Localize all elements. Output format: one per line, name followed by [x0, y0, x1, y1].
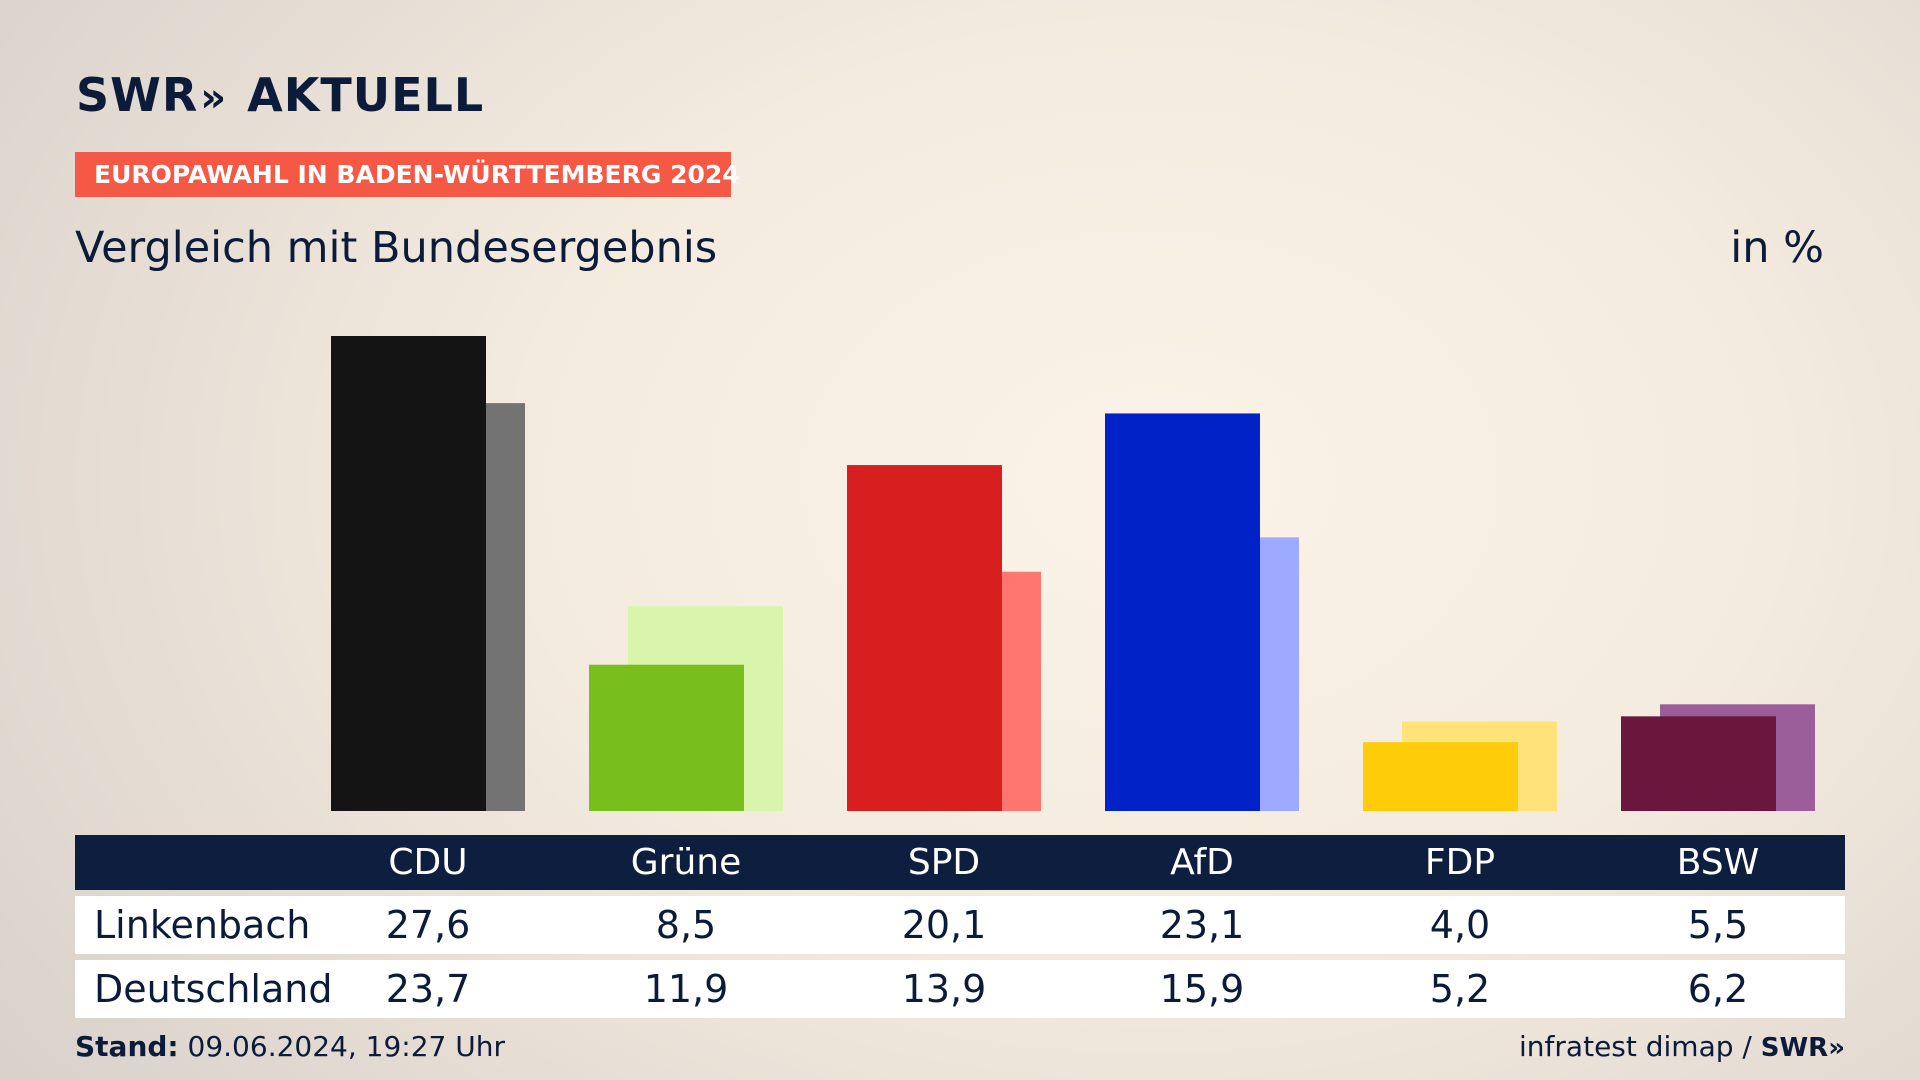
stand-label: Stand: [75, 1030, 179, 1063]
column-header-spd: SPD [907, 842, 981, 883]
bar-linkenbach-afd [1105, 413, 1260, 811]
stand-value: 09.06.2024, 19:27 Uhr [187, 1030, 505, 1063]
timestamp: Stand: 09.06.2024, 19:27 Uhr [75, 1030, 505, 1063]
election-badge: EUROPAWAHL IN BADEN-WÜRTTEMBERG 2024 [75, 152, 740, 197]
bar-linkenbach-spd [847, 465, 1002, 811]
column-header-grüne: Grüne [630, 842, 742, 883]
table-header: CDU Grüne SPD AfD FDP BSW [75, 835, 1845, 890]
chart-subtitle: Vergleich mit Bundesergebnis [75, 223, 718, 273]
value-linkenbach-cdu: 27,6 [385, 903, 471, 947]
bar-linkenbach-cdu [331, 336, 486, 811]
table-row-deutschland: Deutschland 23,7 11,9 13,9 15,9 5,2 6,2 [75, 960, 1845, 1018]
value-linkenbach-fdp: 4,0 [1429, 903, 1491, 947]
bar-linkenbach-fdp [1363, 742, 1518, 811]
swr-aktuell-logo: SWR» AKTUELL [76, 68, 484, 122]
bar-linkenbach-grüne [589, 664, 744, 811]
value-linkenbach-grüne: 8,5 [655, 903, 717, 947]
value-deutschland-afd: 15,9 [1159, 967, 1245, 1011]
logo-aktuell: AKTUELL [247, 68, 485, 122]
column-header-fdp: FDP [1424, 842, 1496, 883]
table-row-linkenbach: Linkenbach 27,6 8,5 20,1 23,1 4,0 5,5 [75, 896, 1845, 954]
source-credit: infratest dimap / SWR» [1519, 1030, 1845, 1063]
logo-swr: SWR [76, 68, 199, 122]
swr-logo: SWR» [1760, 1033, 1845, 1063]
unit-label: in % [1730, 223, 1824, 273]
value-deutschland-grüne: 11,9 [643, 967, 729, 1011]
row-label-linkenbach: Linkenbach [94, 903, 311, 947]
value-linkenbach-afd: 23,1 [1159, 903, 1245, 947]
value-deutschland-spd: 13,9 [901, 967, 987, 1011]
source-text: infratest dimap / [1519, 1030, 1752, 1063]
value-deutschland-fdp: 5,2 [1429, 967, 1491, 1011]
value-deutschland-bsw: 6,2 [1687, 967, 1749, 1011]
column-header-cdu: CDU [388, 842, 468, 883]
row-label-deutschland: Deutschland [94, 967, 333, 1011]
bar-chart [331, 336, 1815, 811]
value-deutschland-cdu: 23,7 [385, 967, 471, 1011]
column-header-afd: AfD [1170, 842, 1234, 883]
results-table: CDU Grüne SPD AfD FDP BSW Linkenbach 27,6 8,5 2… [75, 835, 1845, 1018]
value-linkenbach-bsw: 5,5 [1687, 903, 1749, 947]
bar-linkenbach-bsw [1621, 716, 1776, 811]
column-header-bsw: BSW [1676, 842, 1760, 883]
value-linkenbach-spd: 20,1 [901, 903, 987, 947]
